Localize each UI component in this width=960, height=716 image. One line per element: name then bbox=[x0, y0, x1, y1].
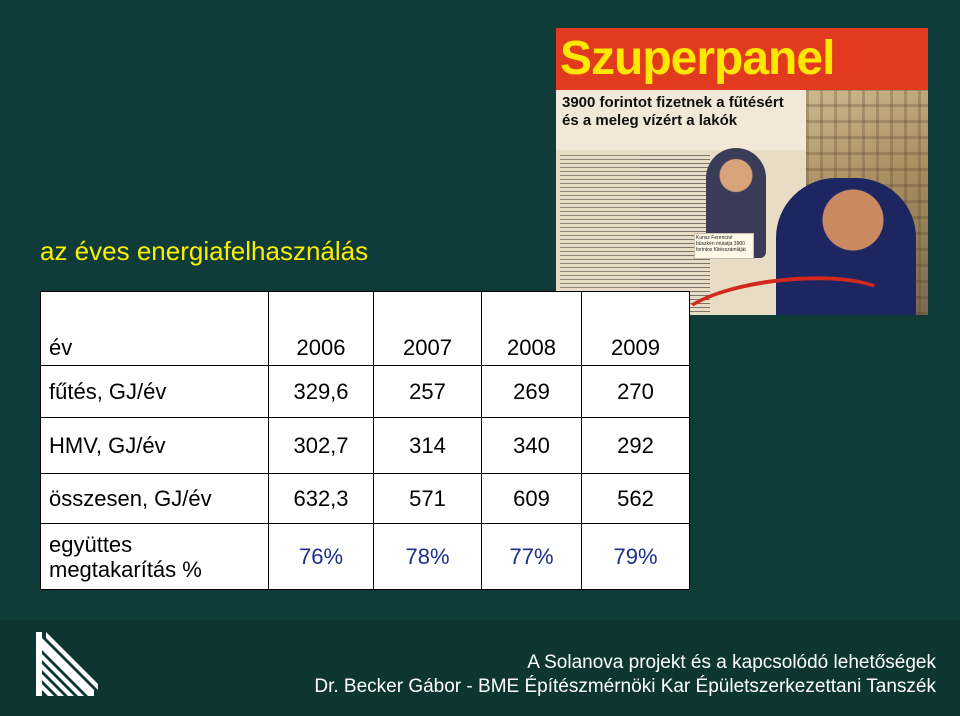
bme-logo-icon bbox=[36, 632, 98, 696]
row-label: összesen, GJ/év bbox=[40, 473, 269, 524]
footer-band bbox=[0, 620, 960, 716]
clipping-caption: Kunsz Ferencné büszkén mutatja 3900 fori… bbox=[694, 233, 754, 259]
clipping-headline: Szuperpanel bbox=[556, 28, 928, 90]
table-cell: 257 bbox=[373, 365, 482, 418]
table-header-row: év 2006 2007 2008 2009 bbox=[40, 291, 690, 366]
table-row-savings: együttes megtakarítás % 76% 78% 77% 79% bbox=[40, 523, 690, 590]
table-cell: 270 bbox=[581, 365, 690, 418]
clipping-man-figure bbox=[776, 178, 916, 315]
clipping-subhead: 3900 forintot fizetnek a fűtésért és a m… bbox=[556, 90, 806, 150]
table-cell: 340 bbox=[481, 417, 582, 474]
table-row-hot-water: HMV, GJ/év 302,7 314 340 292 bbox=[40, 417, 690, 474]
footer-author: Dr. Becker Gábor - BME Építészmérnöki Ka… bbox=[314, 676, 936, 697]
header-year: 2007 bbox=[373, 291, 482, 366]
table-cell: 302,7 bbox=[268, 417, 374, 474]
energy-table: év 2006 2007 2008 2009 fűtés, GJ/év 329,… bbox=[40, 291, 690, 590]
table-cell: 77% bbox=[481, 523, 582, 590]
footer-project-title: A Solanova projekt és a kapcsolódó lehet… bbox=[527, 652, 936, 673]
table-cell: 632,3 bbox=[268, 473, 374, 524]
header-year: 2006 bbox=[268, 291, 374, 366]
table-cell: 329,6 bbox=[268, 365, 374, 418]
table-cell: 571 bbox=[373, 473, 482, 524]
table-cell: 314 bbox=[373, 417, 482, 474]
row-label: HMV, GJ/év bbox=[40, 417, 269, 474]
header-label: év bbox=[40, 291, 269, 366]
header-year: 2009 bbox=[581, 291, 690, 366]
table-row-total: összesen, GJ/év 632,3 571 609 562 bbox=[40, 473, 690, 524]
header-year: 2008 bbox=[481, 291, 582, 366]
table-cell: 269 bbox=[481, 365, 582, 418]
table-cell: 79% bbox=[581, 523, 690, 590]
table-cell: 609 bbox=[481, 473, 582, 524]
newspaper-clipping-image: Szuperpanel 3900 forintot fizetnek a fűt… bbox=[556, 28, 928, 315]
slide-title: az éves energiafelhasználás bbox=[40, 236, 369, 266]
table-cell: 562 bbox=[581, 473, 690, 524]
row-label: fűtés, GJ/év bbox=[40, 365, 269, 418]
table-cell: 292 bbox=[581, 417, 690, 474]
table-row-heating: fűtés, GJ/év 329,6 257 269 270 bbox=[40, 365, 690, 418]
table-cell: 76% bbox=[268, 523, 374, 590]
row-label: együttes megtakarítás % bbox=[40, 523, 269, 590]
table-cell: 78% bbox=[373, 523, 482, 590]
